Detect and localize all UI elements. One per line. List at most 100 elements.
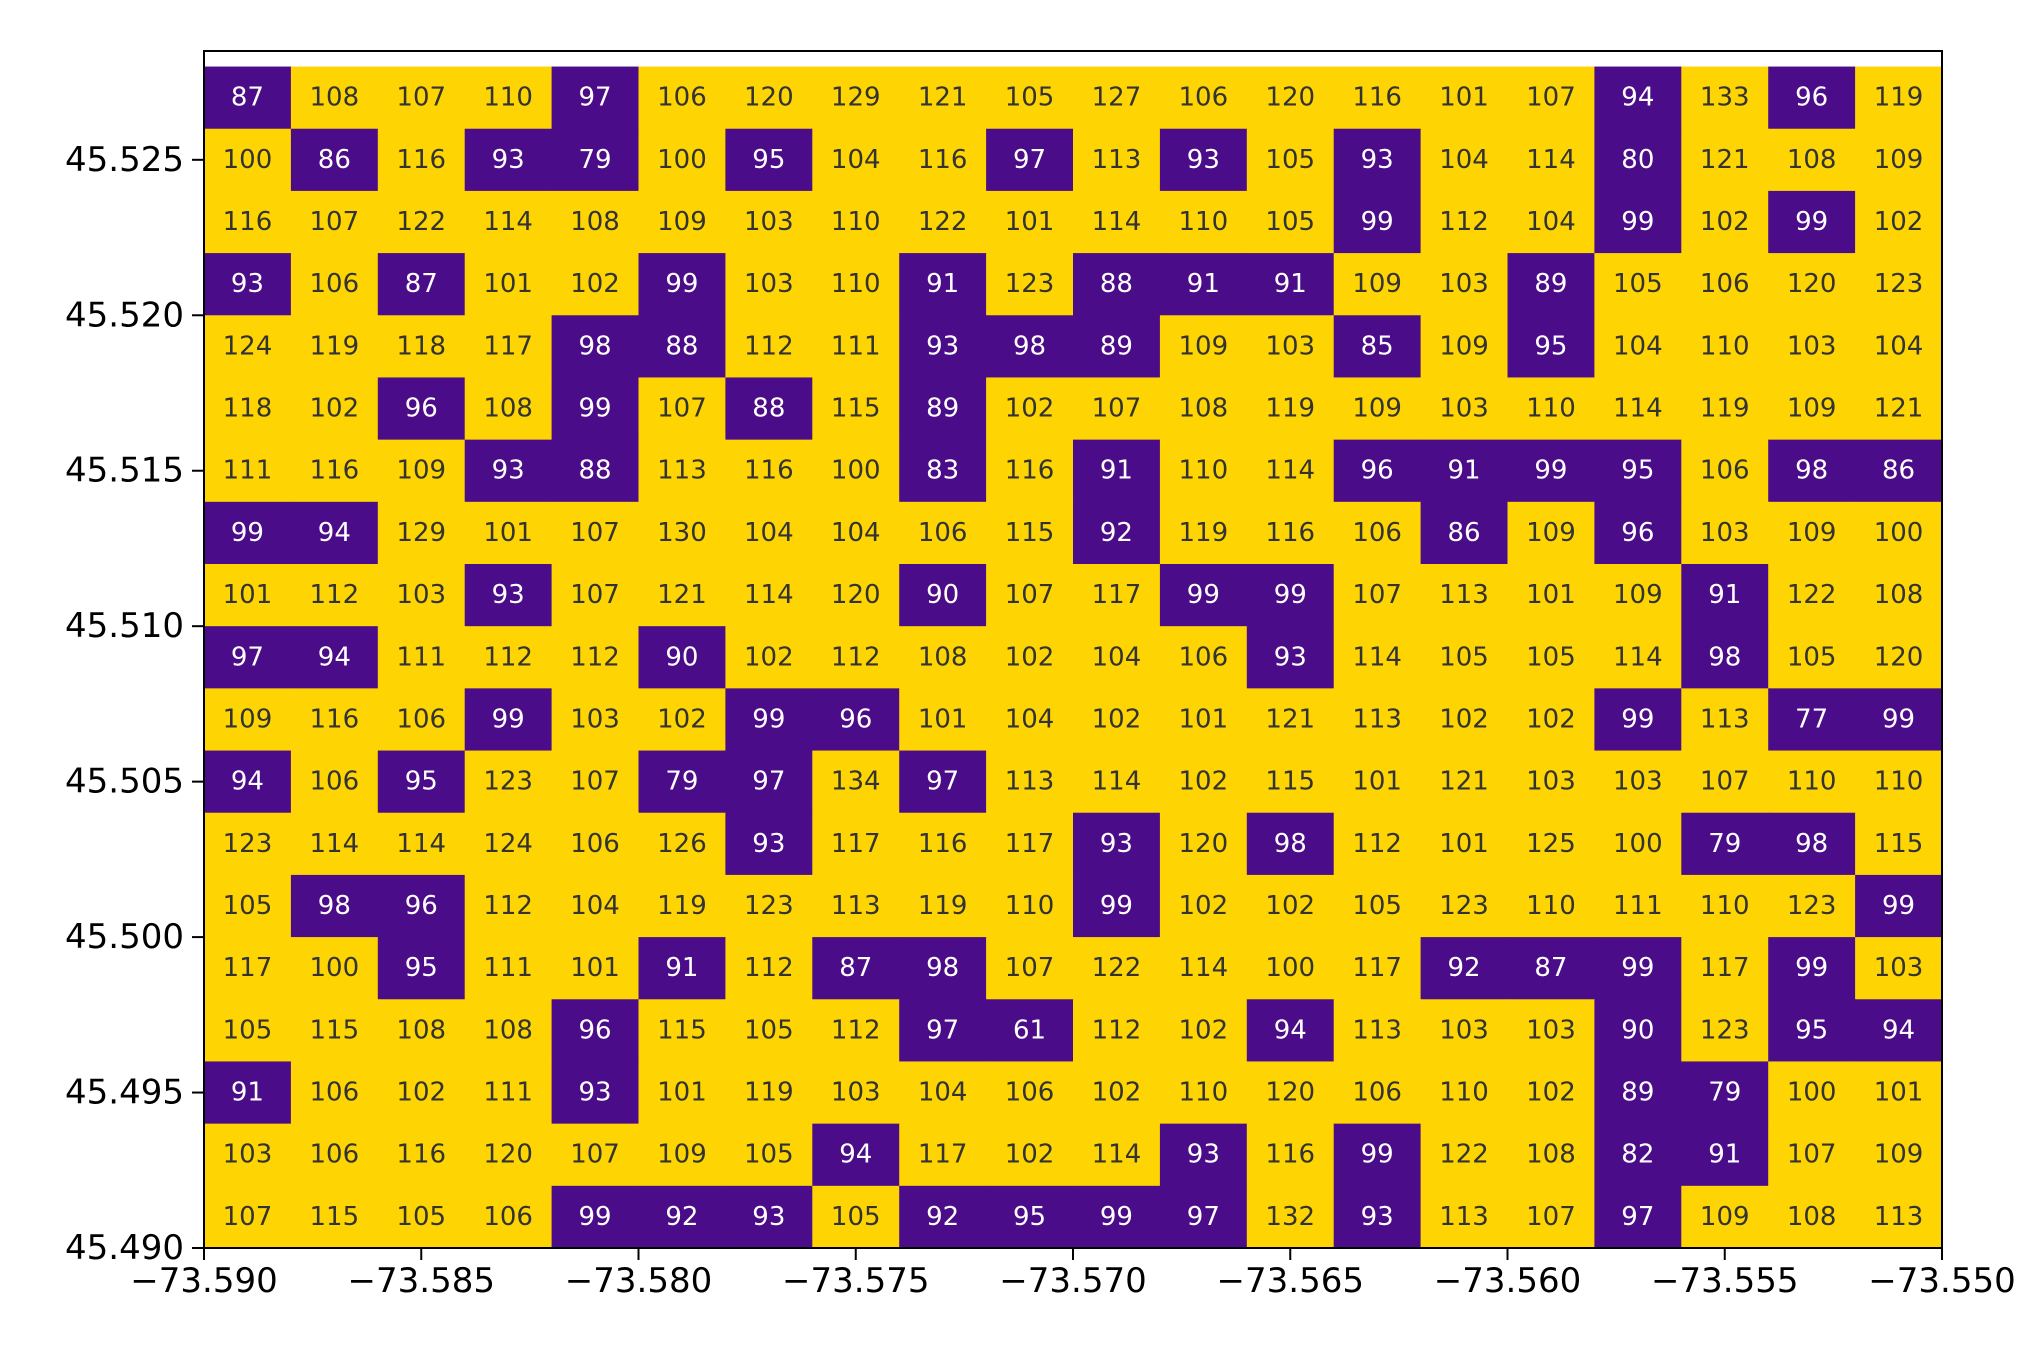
heatmap-cell-label: 109 [1700,1202,1750,1232]
heatmap-cell-label: 106 [1005,1078,1055,1108]
heatmap-cell-label: 99 [752,704,785,734]
heatmap-cell-label: 102 [1700,207,1750,237]
heatmap-cell-label: 110 [1179,207,1229,237]
heatmap-cell [812,1185,900,1249]
y-tick-label: 45.490 [65,1228,184,1268]
heatmap-cell-label: 98 [1795,456,1828,486]
heatmap-cell [1507,66,1595,130]
heatmap-cell [986,688,1074,752]
heatmap-cell-label: 104 [1092,642,1142,672]
heatmap-cell-label: 110 [1526,891,1576,921]
heatmap-cell [1855,377,1943,441]
heatmap-cell-label: 108 [396,1015,446,1045]
heatmap-cell [377,812,466,876]
heatmap-cell-label: 103 [570,704,620,734]
y-tick-label: 45.525 [65,140,184,180]
heatmap-cell-label: 111 [1613,891,1663,921]
heatmap-cell-label: 114 [483,207,533,237]
heatmap-cell-label: 105 [1526,642,1576,672]
heatmap-cell-label: 112 [1439,207,1489,237]
heatmap-cell-label: 102 [744,642,794,672]
heatmap-cell [1246,1185,1335,1249]
heatmap-cell-label: 105 [1613,269,1663,299]
heatmap-cell [725,688,813,752]
heatmap-cell-label: 112 [744,953,794,983]
heatmap-cell [1073,66,1161,130]
heatmap-cell-label: 96 [405,394,438,424]
heatmap-cell-label: 100 [1265,953,1315,983]
heatmap-cell-label: 99 [1361,207,1394,237]
heatmap-cell [899,874,987,938]
heatmap-cell [638,1123,726,1187]
heatmap-cell-label: 113 [657,456,707,486]
heatmap-cell-label: 98 [1013,331,1046,361]
heatmap-cell [377,128,466,192]
heatmap-cell-label: 89 [1534,269,1567,299]
heatmap-cell-label: 103 [1265,331,1315,361]
heatmap-cell [1507,377,1595,441]
heatmap-cell [551,750,640,814]
heatmap-cell-label: 114 [1179,953,1229,983]
heatmap-cell [1594,501,1682,565]
heatmap-cell [1681,190,1769,254]
heatmap-cell [1681,812,1769,876]
heatmap-cell [812,1061,900,1125]
heatmap-cell [377,937,466,1000]
heatmap-cell [1681,874,1769,938]
heatmap-cell-label: 100 [310,953,360,983]
heatmap-cell-label: 120 [1874,642,1924,672]
heatmap-cell [725,1123,813,1187]
heatmap-cell [1159,1185,1248,1249]
heatmap-cell-label: 101 [483,518,533,548]
heatmap-cell-label: 129 [396,518,446,548]
heatmap-cell-label: 89 [926,394,959,424]
heatmap-cell [551,1185,640,1249]
heatmap-cell-label: 99 [1187,580,1220,610]
heatmap-cell-label: 114 [744,580,794,610]
heatmap-cell-label: 109 [1874,145,1924,175]
heatmap-cell-label: 121 [1439,767,1489,797]
heatmap-cell [986,66,1074,130]
heatmap-cell [1420,688,1509,752]
heatmap-cell-label: 110 [1700,331,1750,361]
heatmap-cell [204,190,292,254]
heatmap-cell-label: 91 [1708,580,1741,610]
heatmap-cell-label: 100 [1787,1078,1837,1108]
heatmap-cell-label: 99 [1100,891,1133,921]
heatmap-cell-label: 97 [231,642,264,672]
heatmap-cell [1333,439,1422,503]
heatmap-cell [1855,128,1943,192]
heatmap-cell [1768,999,1856,1063]
heatmap-cell-label: 105 [1005,83,1055,113]
heatmap-cell-label: 103 [1613,767,1663,797]
heatmap-cell [1768,377,1856,441]
heatmap-cell [290,1185,379,1249]
heatmap-cell-label: 97 [1621,1202,1654,1232]
heatmap-cell [1073,128,1161,192]
heatmap-cell [986,315,1074,379]
heatmap-cell [551,937,640,1000]
heatmap-cell [204,1123,292,1187]
y-axis: 45.490 45.495 45.500 45.505 45.510 45.515 45.5… [65,140,204,1268]
heatmap-cell [812,750,900,814]
heatmap-cell [204,501,292,565]
heatmap-cell [1681,128,1769,192]
heatmap-cell [1594,377,1682,441]
heatmap-cell-label: 103 [744,207,794,237]
heatmap-cell [377,874,466,938]
heatmap-cell-label: 119 [1179,518,1229,548]
heatmap-cell [986,564,1074,627]
heatmap-cell-label: 92 [926,1202,959,1232]
heatmap-cell-label: 112 [831,1015,881,1045]
heatmap-cell-label: 109 [223,704,273,734]
heatmap-cell-label: 110 [1700,891,1750,921]
heatmap-cell [290,1061,379,1125]
heatmap-cell [899,377,987,441]
heatmap-cell-label: 93 [1187,1140,1220,1170]
heatmap-cell-label: 101 [1439,83,1489,113]
heatmap-cell-label: 111 [223,456,273,486]
heatmap-cell-label: 129 [831,83,881,113]
heatmap-cell [1246,439,1335,503]
heatmap-cell [1594,253,1682,316]
heatmap-cell-label: 112 [570,642,620,672]
